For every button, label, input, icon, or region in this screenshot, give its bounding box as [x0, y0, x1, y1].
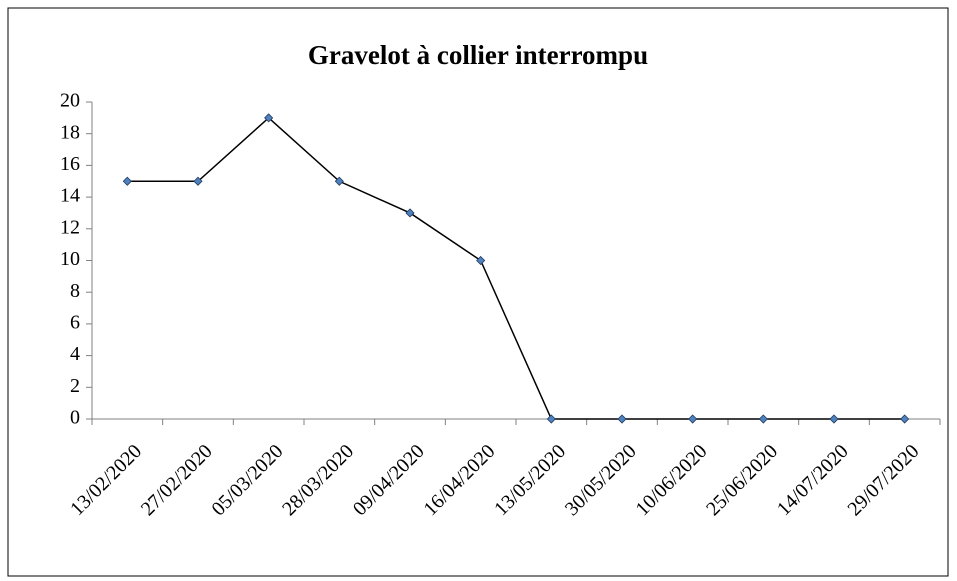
y-tick-label: 14: [60, 185, 80, 207]
y-tick-label: 20: [60, 90, 80, 112]
chart-border: [7, 7, 949, 577]
data-point: [334, 176, 344, 186]
data-point: [900, 414, 910, 424]
y-tick-label: 10: [60, 248, 80, 270]
data-point: [405, 208, 415, 218]
y-tick-label: 0: [70, 407, 80, 429]
chart-title: Gravelot à collier interrompu: [308, 40, 648, 70]
data-point: [193, 176, 203, 186]
data-line: [127, 116, 905, 420]
y-tick-label: 6: [70, 311, 80, 333]
data-point: [758, 414, 768, 424]
y-tick-label: 12: [60, 216, 80, 238]
data-point: [264, 113, 274, 123]
y-tick-label: 4: [70, 343, 80, 365]
data-point: [617, 414, 627, 424]
y-tick-label: 16: [60, 153, 80, 175]
data-point: [829, 414, 839, 424]
data-point: [122, 176, 132, 186]
data-point: [688, 414, 698, 424]
data-point: [546, 414, 556, 424]
y-tick-label: 2: [70, 375, 80, 397]
y-tick-label: 8: [70, 280, 80, 302]
data-point: [476, 255, 486, 266]
y-tick-label: 18: [60, 121, 80, 143]
